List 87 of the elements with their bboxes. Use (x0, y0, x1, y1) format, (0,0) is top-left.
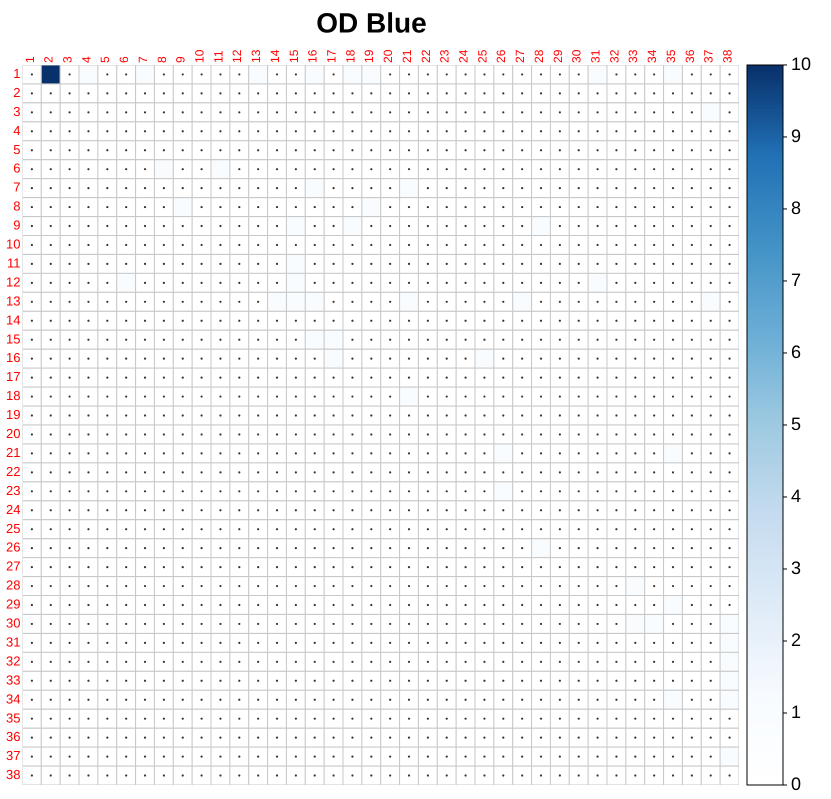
x-tick-label: 34 (645, 49, 660, 63)
color-bar-label: 6 (791, 342, 802, 362)
x-tick-label: 13 (249, 49, 264, 63)
x-tick-label: 8 (154, 56, 169, 63)
y-tick-label: 9 (13, 218, 20, 233)
y-tick-label: 19 (6, 407, 20, 422)
color-bar-label: 7 (791, 270, 802, 290)
y-tick-label: 8 (13, 198, 20, 214)
x-tick-label: 5 (98, 56, 112, 63)
x-tick-label: 19 (362, 49, 376, 63)
x-tick-label: 25 (475, 49, 490, 63)
y-tick-label: 12 (6, 274, 20, 290)
y-tick-label: 25 (6, 520, 20, 536)
y-tick-label: 28 (6, 578, 20, 593)
x-tick-label: 16 (306, 49, 320, 63)
color-bar-label: 4 (791, 486, 802, 506)
x-tick-label: 37 (702, 49, 716, 63)
y-tick-label: 1 (13, 66, 20, 81)
x-tick-label: 26 (494, 49, 508, 63)
color-bar-label: 0 (791, 774, 802, 794)
color-bar-label: 5 (791, 414, 802, 434)
y-tick-label: 27 (6, 558, 20, 574)
x-tick-label: 20 (381, 49, 396, 63)
x-tick-label: 27 (513, 49, 528, 63)
y-tick-label: 24 (6, 502, 20, 517)
y-tick-label: 7 (13, 180, 20, 195)
y-tick-label: 3 (13, 104, 20, 119)
x-tick-label: 36 (682, 49, 697, 63)
x-tick-label: 30 (570, 49, 584, 63)
color-bar-label: 3 (791, 558, 802, 578)
x-tick-label: 18 (343, 49, 358, 63)
y-tick-label: 36 (6, 729, 20, 744)
y-tick-label: 31 (6, 634, 20, 650)
y-tick-label: 13 (6, 293, 20, 308)
y-tick-label: 37 (6, 748, 20, 764)
y-tick-label: 20 (6, 426, 20, 442)
x-tick-label: 22 (418, 49, 433, 63)
y-tick-label: 11 (6, 255, 20, 270)
y-tick-label: 21 (6, 444, 20, 460)
y-tick-label: 35 (6, 710, 20, 726)
x-tick-label: 35 (664, 49, 678, 63)
y-tick-label: 32 (6, 653, 20, 668)
x-tick-label: 3 (60, 56, 75, 63)
y-tick-label: 18 (6, 388, 20, 404)
color-bar-label: 2 (791, 630, 802, 650)
y-tick-label: 14 (6, 312, 20, 328)
x-tick-label: 12 (230, 49, 244, 63)
y-tick-label: 15 (6, 331, 20, 346)
color-bar-label: 8 (791, 198, 802, 218)
y-tick-label: 30 (6, 616, 20, 631)
y-tick-label: 6 (13, 160, 20, 176)
y-tick-label: 4 (13, 122, 20, 138)
y-tick-label: 2 (13, 84, 20, 100)
x-tick-label: 2 (42, 56, 56, 63)
color-bar-label: 9 (791, 126, 802, 146)
y-tick-label: 34 (6, 691, 20, 706)
y-tick-label: 38 (6, 767, 20, 782)
x-tick-label: 38 (720, 49, 734, 63)
y-tick-label: 22 (6, 464, 20, 479)
x-tick-label: 6 (117, 56, 132, 63)
x-tick-label: 33 (626, 49, 640, 63)
y-tick-label: 23 (6, 482, 20, 498)
color-bar-label: 1 (791, 702, 802, 722)
x-tick-label: 7 (136, 56, 150, 63)
x-tick-label: 28 (532, 49, 546, 63)
x-tick-label: 9 (174, 56, 188, 63)
x-tick-label: 31 (588, 49, 602, 63)
x-tick-label: 29 (550, 49, 565, 63)
y-tick-label: 16 (6, 350, 20, 366)
y-tick-label: 26 (6, 540, 20, 555)
x-tick-label: 11 (211, 50, 226, 63)
x-tick-label: 17 (324, 49, 338, 63)
x-tick-label: 24 (456, 49, 470, 63)
x-tick-label: 1 (22, 56, 37, 63)
y-tick-label: 33 (6, 672, 20, 688)
x-tick-label: 32 (607, 49, 622, 63)
x-tick-label: 15 (286, 49, 301, 63)
y-tick-label: 17 (6, 369, 20, 384)
x-tick-label: 14 (268, 49, 282, 63)
x-tick-label: 10 (192, 49, 207, 63)
y-tick-label: 5 (13, 142, 20, 157)
x-tick-label: 21 (400, 49, 414, 63)
y-tick-label: 10 (6, 236, 20, 252)
x-tick-label: 4 (79, 56, 94, 63)
x-tick-label: 23 (438, 49, 452, 63)
y-tick-label: 29 (6, 596, 20, 612)
chart-title: OD Blue (316, 8, 427, 39)
